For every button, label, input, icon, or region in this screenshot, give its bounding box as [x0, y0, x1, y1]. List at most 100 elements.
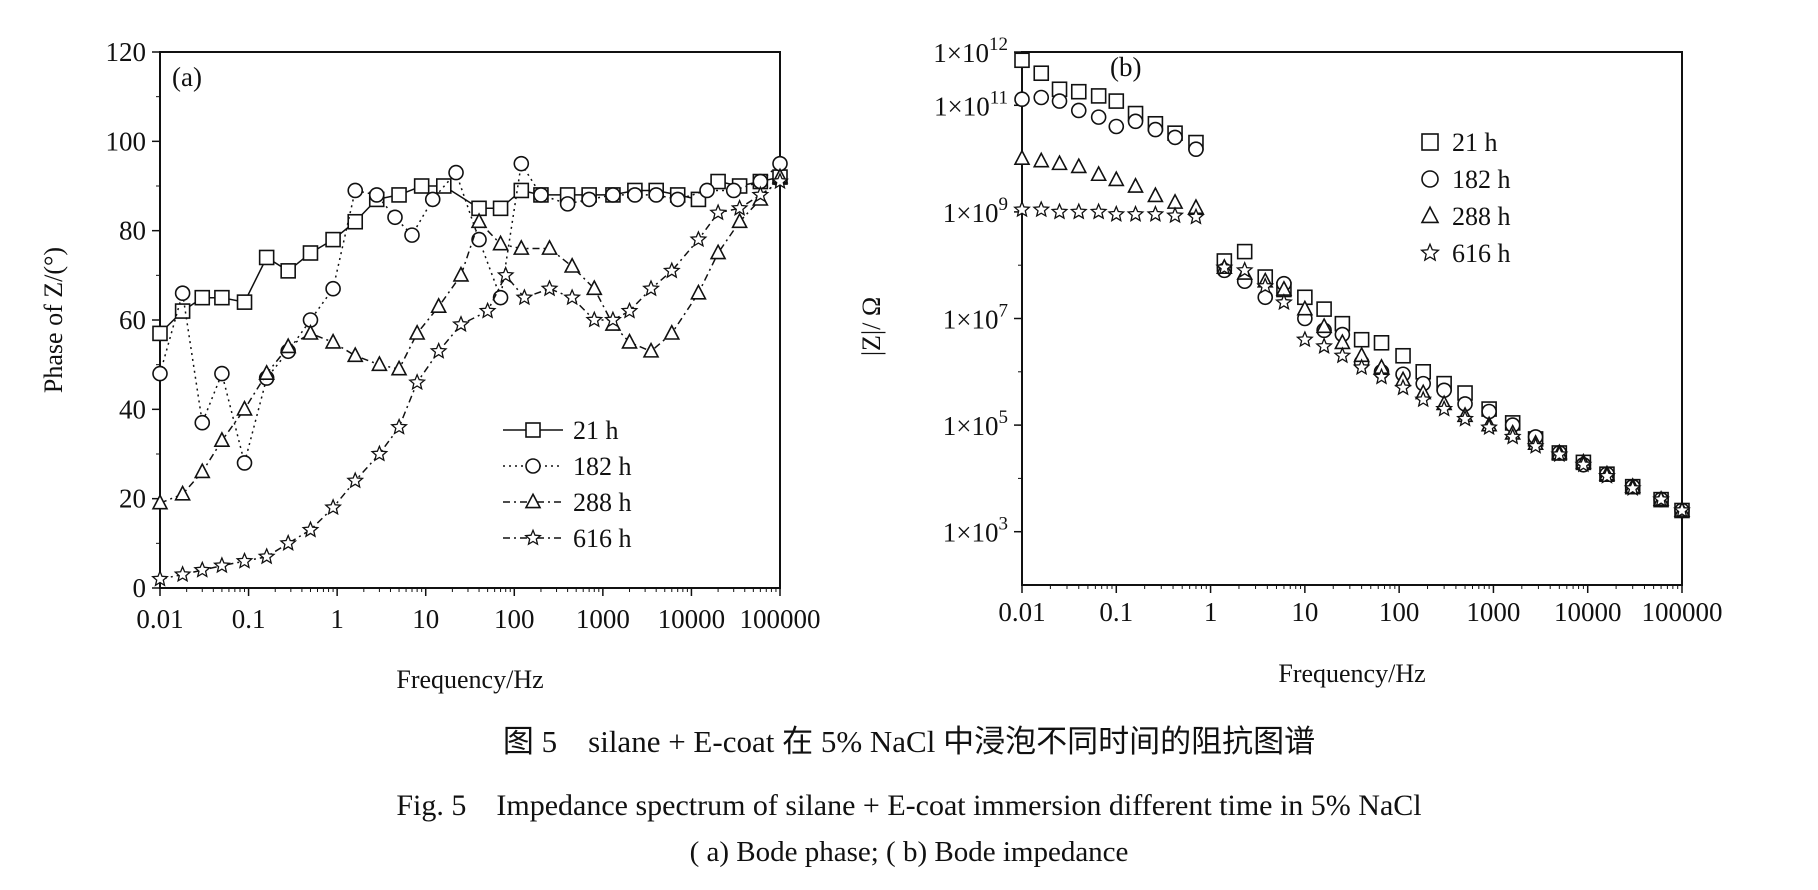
data-point-b [1090, 165, 1107, 182]
data-point-a [280, 263, 296, 279]
legend-marker-a [524, 492, 542, 509]
x-tick-label-a: 100000 [740, 604, 821, 634]
data-point-b [1108, 118, 1125, 135]
data-point-b [1480, 418, 1498, 436]
data-point-a [408, 373, 427, 391]
x-tick-label-b: 0.01 [998, 597, 1045, 627]
y-tick-label-b: 1×103 [943, 514, 1008, 548]
data-point-a [302, 323, 319, 340]
series-a-288h [151, 167, 789, 510]
y-axis-label-a: Phase of Z/(°) [39, 247, 68, 393]
y-tick-exponent-b: 9 [999, 194, 1009, 215]
y-tick-label-a: 60 [119, 305, 146, 335]
data-point-b [1673, 501, 1691, 519]
data-point-b [1090, 109, 1107, 125]
data-point-a [603, 310, 622, 328]
y-tick-label-a: 80 [119, 216, 146, 246]
data-point-a [324, 498, 342, 516]
data-point-a [699, 182, 715, 199]
data-point-b [1652, 490, 1670, 508]
data-point-a [387, 209, 403, 226]
data-point-a [258, 364, 275, 380]
data-point-b [1353, 331, 1370, 348]
series-line-a [159, 161, 781, 464]
x-axis-label-a: Frequency/Hz [396, 665, 543, 694]
y-tick-mantissa-b: 1×10 [934, 91, 990, 121]
data-point-b [1435, 399, 1454, 417]
data-point-a [512, 239, 530, 255]
data-point-b [1070, 102, 1087, 119]
x-tick-label-b: 10 [1291, 597, 1318, 627]
data-point-a [642, 341, 660, 358]
caption-english: Fig. 5 Impedance spectrum of silane + E-… [396, 789, 1422, 822]
y-tick-label-b: 1×105 [943, 407, 1008, 441]
data-point-a [173, 565, 192, 583]
data-point-b [1107, 170, 1125, 187]
data-point-a [325, 280, 341, 297]
data-point-a [346, 346, 364, 363]
data-point-b [1188, 141, 1204, 158]
y-tick-exponent-b: 7 [999, 301, 1009, 322]
data-point-a [236, 294, 253, 310]
series-a-616h [151, 172, 789, 587]
data-point-a [492, 289, 509, 306]
data-point-a [585, 279, 603, 296]
legend-marker-a [525, 458, 541, 474]
data-point-a [751, 185, 770, 203]
x-tick-label-b: 10000 [1554, 597, 1622, 627]
data-point-a [151, 493, 169, 510]
data-point-a [324, 332, 342, 349]
series-line-a [159, 176, 781, 334]
data-point-a [390, 417, 409, 435]
chart-a-phase: 0.01 0.1 1 10 100 1000 10000 100000 0 20 40 60 80 100… [39, 37, 821, 694]
x-tick-label-a: 10 [412, 604, 439, 634]
data-point-a [620, 301, 639, 319]
data-point-b [1090, 88, 1107, 104]
data-point-b [1070, 157, 1088, 174]
data-point-a [194, 289, 211, 306]
data-point-a [257, 547, 276, 565]
y-tick-label-a: 0 [133, 573, 147, 603]
data-point-a [533, 187, 549, 203]
data-point-a [731, 212, 748, 229]
x-tick-label-a: 100 [494, 604, 535, 634]
data-point-a [541, 239, 558, 255]
data-point-b [1394, 378, 1413, 396]
panel-label-b: (b) [1110, 52, 1141, 82]
data-point-a [648, 187, 664, 203]
data-point-a [451, 315, 470, 333]
data-point-b [1315, 336, 1334, 354]
series-b-616h [1013, 200, 1691, 519]
y-tick-label-a: 20 [119, 484, 146, 514]
data-point-a [151, 569, 169, 587]
data-point-a [302, 245, 319, 261]
data-point-b [1333, 346, 1352, 364]
data-point-a [452, 265, 470, 282]
x-tick-label-b: 0.1 [1099, 597, 1133, 627]
data-point-a [563, 256, 581, 273]
chart-b-impedance: 0.01 0.1 1 10 100 1000 10000 1000001×10121×1011… [857, 34, 1723, 688]
data-point-a [663, 323, 681, 340]
panel-label-a: (a) [172, 62, 202, 92]
x-tick-label-a: 1000 [576, 604, 630, 634]
legend-label-a: 288 h [573, 488, 632, 517]
data-point-a [448, 164, 464, 181]
data-point-b [1574, 455, 1593, 473]
data-point-a [621, 332, 638, 349]
x-tick-label-a: 1 [330, 604, 344, 634]
data-point-b [1089, 202, 1108, 220]
data-point-b [1235, 261, 1254, 278]
data-point-b [1166, 193, 1184, 209]
data-point-b [1372, 367, 1391, 385]
data-point-b [1236, 243, 1253, 260]
data-point-a [390, 359, 408, 376]
y-tick-mantissa-b: 1×10 [943, 305, 999, 335]
x-tick-label-b: 100 [1379, 597, 1420, 627]
x-tick-label-b: 1000 [1466, 597, 1520, 627]
data-point-a [669, 191, 686, 208]
legend-marker-b [1420, 205, 1440, 224]
data-point-a [605, 187, 621, 203]
y-tick-exponent-b: 5 [999, 407, 1009, 428]
y-tick-label-a: 100 [106, 126, 147, 156]
data-point-a [725, 182, 742, 199]
